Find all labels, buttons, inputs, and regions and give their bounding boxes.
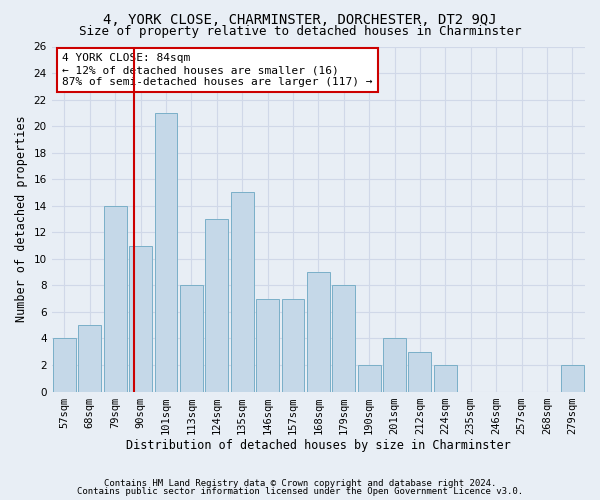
Bar — [53, 338, 76, 392]
Bar — [205, 219, 228, 392]
Bar — [409, 352, 431, 392]
Bar — [307, 272, 330, 392]
Bar — [332, 286, 355, 392]
Bar — [383, 338, 406, 392]
Bar — [231, 192, 254, 392]
Text: 4 YORK CLOSE: 84sqm
← 12% of detached houses are smaller (16)
87% of semi-detach: 4 YORK CLOSE: 84sqm ← 12% of detached ho… — [62, 54, 373, 86]
Bar — [256, 298, 279, 392]
Text: Contains HM Land Registry data © Crown copyright and database right 2024.: Contains HM Land Registry data © Crown c… — [104, 478, 496, 488]
Text: 4, YORK CLOSE, CHARMINSTER, DORCHESTER, DT2 9QJ: 4, YORK CLOSE, CHARMINSTER, DORCHESTER, … — [103, 12, 497, 26]
Bar — [104, 206, 127, 392]
Bar — [358, 365, 380, 392]
X-axis label: Distribution of detached houses by size in Charminster: Distribution of detached houses by size … — [126, 440, 511, 452]
Bar — [79, 325, 101, 392]
Bar — [561, 365, 584, 392]
Bar — [180, 286, 203, 392]
Text: Size of property relative to detached houses in Charminster: Size of property relative to detached ho… — [79, 25, 521, 38]
Y-axis label: Number of detached properties: Number of detached properties — [15, 116, 28, 322]
Text: Contains public sector information licensed under the Open Government Licence v3: Contains public sector information licen… — [77, 487, 523, 496]
Bar — [281, 298, 304, 392]
Bar — [434, 365, 457, 392]
Bar — [129, 246, 152, 392]
Bar — [155, 113, 178, 392]
